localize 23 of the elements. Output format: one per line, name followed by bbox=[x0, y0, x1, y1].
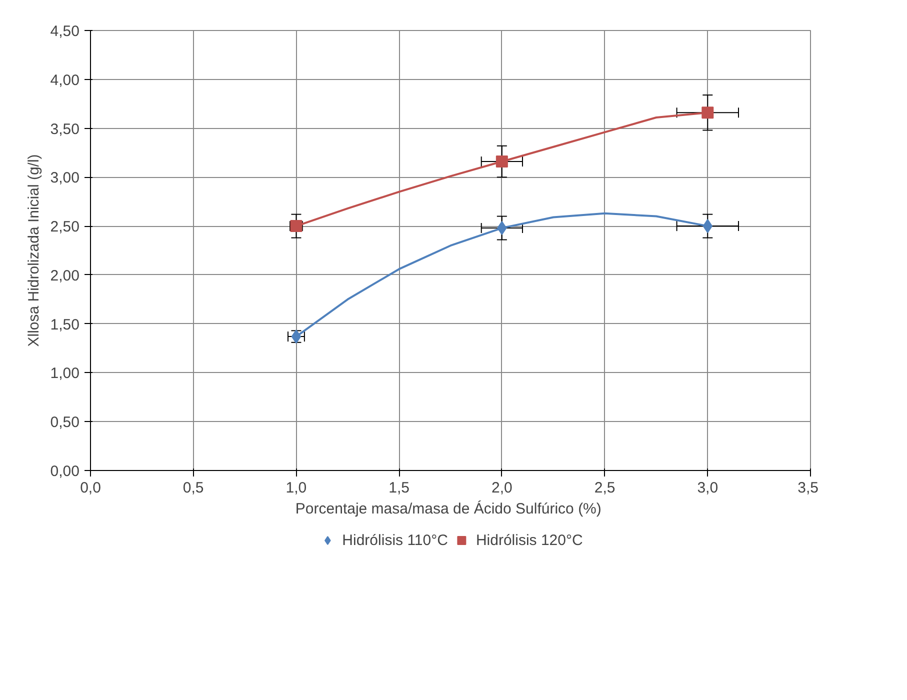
legend-label: Hidrólisis 110°C bbox=[342, 532, 448, 548]
y-tick-label: 3,00 bbox=[50, 170, 80, 187]
y-tick-label: 2,50 bbox=[50, 218, 80, 236]
y-tick-label: 4,00 bbox=[50, 72, 80, 89]
y-tick-label: 4,50 bbox=[50, 23, 80, 40]
y-tick-label: 3,50 bbox=[50, 120, 80, 138]
legend-label: Hidrólisis 120°C bbox=[476, 532, 583, 548]
y-axis-title: Xllosa Hidrolizada Inicial (g/l) bbox=[25, 154, 42, 347]
y-tick-label: 0,00 bbox=[50, 463, 80, 480]
x-tick-label: 1,0 bbox=[286, 480, 307, 496]
point bbox=[702, 106, 714, 119]
x-tick-label: 2,0 bbox=[492, 480, 512, 496]
x-tick-label: 3,5 bbox=[798, 480, 819, 496]
x-tick-label: 2,5 bbox=[594, 480, 616, 496]
x-tick-label: 1,5 bbox=[388, 480, 410, 496]
y-tick-label: 1,00 bbox=[50, 365, 80, 382]
x-tick-label: 0,0 bbox=[80, 480, 101, 496]
y-tick-label: 1,50 bbox=[50, 316, 80, 334]
y-tick-label: 2,00 bbox=[50, 267, 80, 284]
x-tick-label: 0,5 bbox=[182, 480, 204, 496]
x-axis-title: Porcentaje masa/masa de Ácido Sulfúrico (%) bbox=[295, 500, 602, 518]
x-tick-label: 3,0 bbox=[697, 480, 718, 496]
y-tick-label: 0,50 bbox=[50, 414, 80, 432]
